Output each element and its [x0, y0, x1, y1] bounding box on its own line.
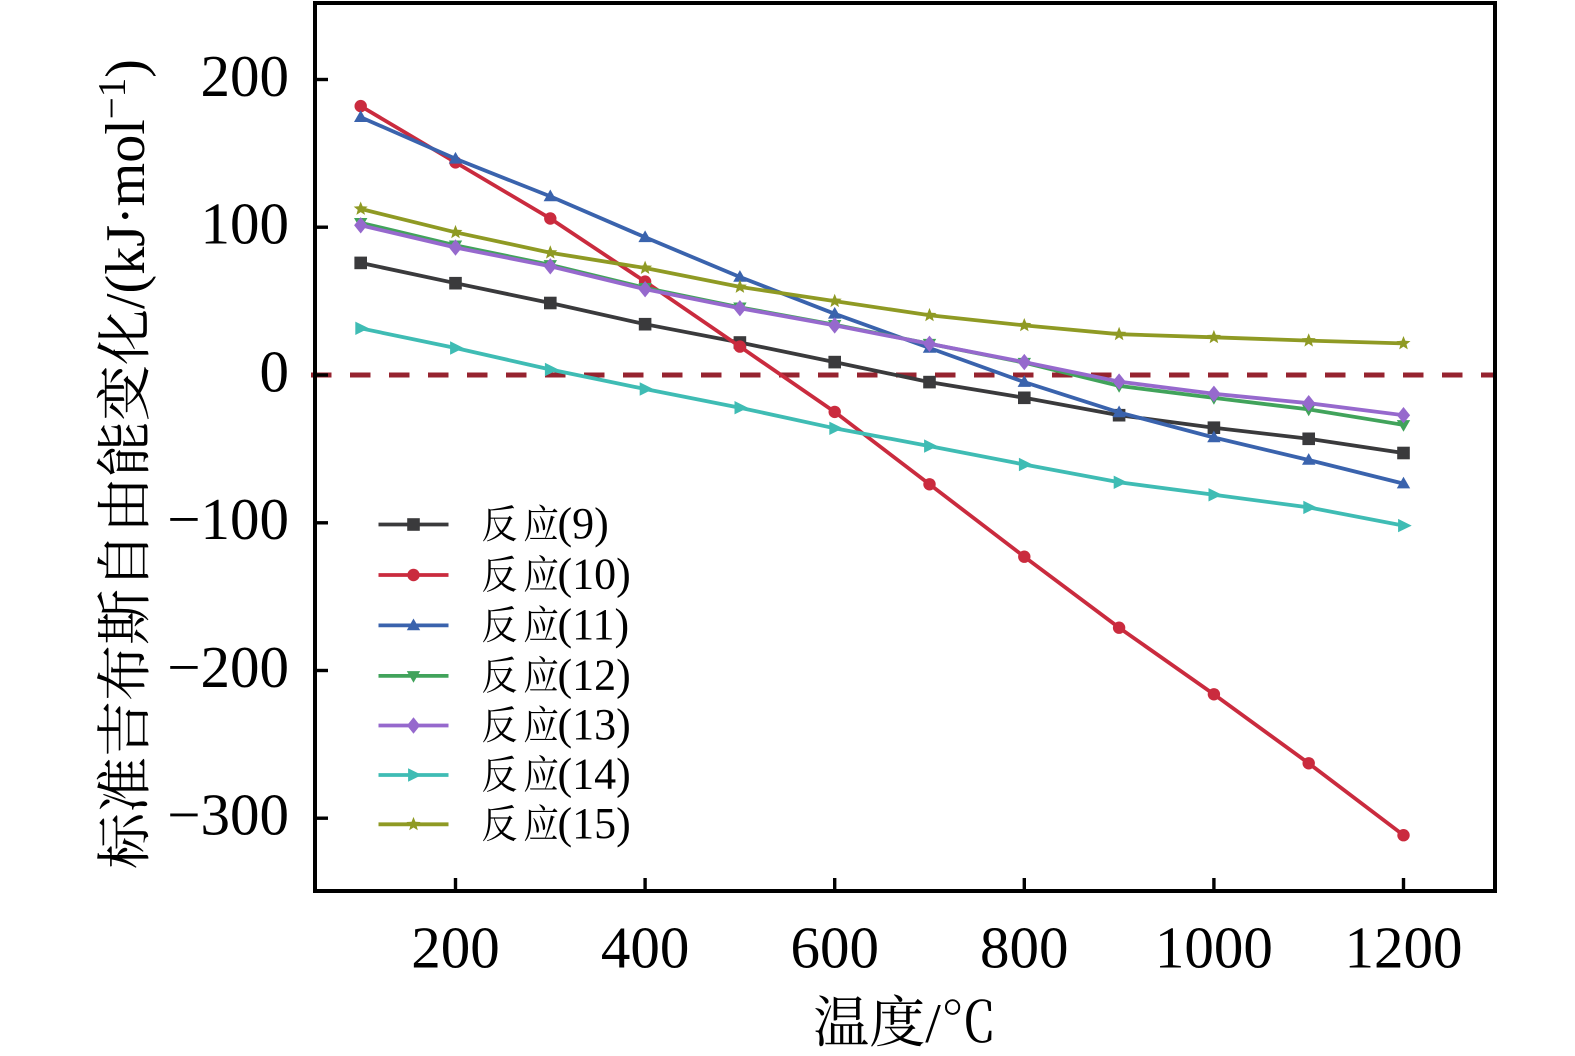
svg-text:800: 800 [980, 915, 1069, 981]
svg-text:600: 600 [790, 915, 879, 981]
svg-text:200: 200 [411, 915, 500, 981]
svg-text:−200: −200 [167, 634, 289, 700]
svg-text:(13): (13) [558, 700, 631, 749]
svg-text:(9): (9) [558, 499, 609, 548]
svg-text:400: 400 [601, 915, 690, 981]
svg-text:(15): (15) [558, 799, 631, 848]
svg-text:200: 200 [201, 43, 290, 109]
svg-text:1200: 1200 [1345, 915, 1463, 981]
svg-text:0: 0 [260, 338, 290, 404]
svg-text:−300: −300 [167, 782, 289, 848]
svg-text:/: / [925, 993, 941, 1055]
svg-text:1000: 1000 [1155, 915, 1273, 981]
svg-text:(11): (11) [558, 600, 630, 649]
svg-text:−100: −100 [167, 486, 289, 552]
svg-text:(10): (10) [558, 550, 631, 599]
svg-text:(14): (14) [558, 750, 631, 799]
svg-text:100: 100 [201, 191, 290, 257]
svg-text:(12): (12) [558, 651, 631, 700]
